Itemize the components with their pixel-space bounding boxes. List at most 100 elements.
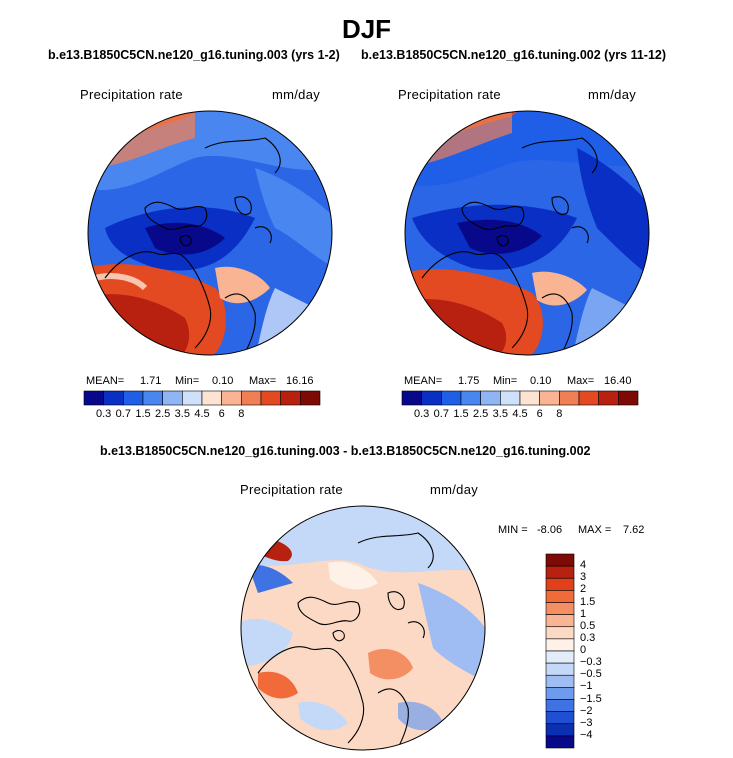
panel1-colorbar: [83, 390, 321, 406]
panel1-variable: Precipitation rate: [80, 87, 183, 102]
panel3-colorbar-tick-label: 1: [580, 607, 587, 620]
panel1-colorbar-swatch: [260, 390, 281, 406]
panel3-max-value: 7.62: [623, 524, 645, 536]
panel2-colorbar-swatch: [421, 390, 442, 406]
panel3-colorbar-swatch: [545, 577, 575, 591]
panel2-coastlines: [421, 137, 598, 354]
panel3-colorbar-swatch: [545, 723, 575, 737]
panel1-colorbar-swatch: [201, 390, 222, 406]
panel1-max-value: 16.16: [286, 375, 314, 387]
panel3-colorbar-swatch: [545, 699, 575, 712]
panel2-colorbar-tick-label: 8: [556, 408, 563, 420]
panel1-map: [87, 110, 333, 356]
panel3-colorbar-swatch: [545, 553, 575, 567]
panel2-colorbar-tick-label: 4.5: [512, 408, 528, 420]
panel2-max-label: Max=: [567, 375, 595, 387]
panel2-colorbar-swatch: [618, 390, 639, 406]
panel3-colorbar-tick-label: 0: [580, 644, 587, 656]
panel3-north-field: [241, 506, 485, 573]
panel3-colorbar-swatch: [545, 602, 575, 615]
panel1-colorbar-swatch: [300, 390, 321, 406]
panel1-colorbar-tick-label: 4.5: [194, 408, 210, 420]
panel1-coastlines: [104, 137, 281, 354]
panel2-colorbar-swatch: [441, 390, 462, 406]
panel1-units: mm/day: [272, 87, 321, 102]
panel2-colorbar-swatch: [480, 390, 501, 406]
panel1-mean-value: 1.71: [140, 375, 162, 387]
panel2-colorbar-swatch: [578, 390, 599, 406]
panel3-map: [240, 505, 486, 751]
panel3-units: mm/day: [430, 482, 479, 497]
panel2-min-label: Min=: [493, 375, 518, 387]
panel3-colorbar-tick-label: −3: [580, 716, 593, 729]
panel3-colorbar-tick-label: 0.3: [580, 631, 596, 644]
panel3-colorbar-swatch: [545, 638, 575, 652]
panel2-colorbar-swatch: [539, 390, 560, 406]
panel2-colorbar: [401, 390, 639, 406]
panel3-variable: Precipitation rate: [240, 482, 343, 497]
panel1-colorbar-tick-label: 0.3: [96, 408, 112, 420]
panel2-colorbar-tick-label: 1.5: [453, 408, 469, 420]
panel3-colorbar-swatch: [545, 565, 575, 579]
panel2-max-value: 16.40: [604, 375, 632, 387]
panel3-colorbar-tick-label: −2: [580, 704, 593, 717]
panel1-colorbar-swatch: [83, 390, 104, 406]
panel1-colorbar-tick-label: 3.5: [174, 408, 190, 420]
panel1-colorbar-swatch: [162, 390, 183, 406]
panel2-map-border: [404, 110, 650, 356]
panel3-colorbar-tick-label: −0.3: [580, 656, 602, 669]
panel1-colorbar-tick-label: 0.7: [115, 408, 131, 420]
panel2-colorbar-tick-label: 3.5: [492, 408, 508, 420]
panel1-colorbar-tick-label: 8: [238, 408, 245, 420]
panel3-colorbar-tick-label: −1: [580, 680, 593, 693]
panel2-colorbar-tick-label: 0.3: [414, 408, 430, 420]
panel1-colorbar-swatch: [221, 390, 242, 406]
panel3-colorbar-tick-label: −0.5: [580, 668, 602, 681]
panel2-colorbar-swatch: [500, 390, 521, 406]
panel1-min-value: 0.10: [212, 375, 234, 387]
panel2-variable: Precipitation rate: [398, 87, 501, 102]
panel2-min-value: 0.10: [530, 375, 552, 387]
panel1-colorbar-tick-label: 1.5: [135, 408, 151, 420]
panel3-negative-anomaly: [418, 583, 485, 683]
panel3-colorbar-swatch: [545, 687, 575, 700]
panel2-colorbar-swatch: [598, 390, 619, 406]
panel3-min-label: MIN =: [498, 524, 528, 536]
panel1-title: b.e13.B1850C5CN.ne120_g16.tuning.003 (yr…: [48, 48, 340, 62]
panel1-colorbar-swatch: [142, 390, 163, 406]
panel1-max-label: Max=: [249, 375, 277, 387]
panel2-map: [404, 110, 650, 356]
panel3-colorbar-tick-label: 2: [580, 583, 587, 596]
panel1-map-border: [87, 110, 333, 356]
panel1-colorbar-swatch: [182, 390, 203, 406]
panel2-colorbar-swatch: [519, 390, 540, 406]
panel3-coastlines: [257, 532, 434, 749]
panel1-colorbar-swatch: [123, 390, 144, 406]
panel2-mean-label: MEAN=: [404, 375, 443, 387]
panel1-colorbar-swatch: [103, 390, 124, 406]
panel1-mean-label: MEAN=: [86, 375, 125, 387]
panel2-units: mm/day: [588, 87, 637, 102]
page-title: DJF: [341, 14, 392, 44]
panel3-colorbar-tick-label: 0.5: [580, 619, 596, 632]
panel2-colorbar-tick-label: 2.5: [473, 408, 489, 420]
panel1-colorbar-swatch: [280, 390, 301, 406]
panel1-min-label: Min=: [175, 375, 200, 387]
panel2-mean-value: 1.75: [458, 375, 480, 387]
panel3-min-value: -8.06: [537, 524, 563, 536]
panel2-colorbar-tick-label: 6: [536, 408, 543, 420]
panel2-colorbar-swatch: [559, 390, 580, 406]
panel2-colorbar-swatch: [401, 390, 422, 406]
panel3-title: b.e13.B1850C5CN.ne120_g16.tuning.003 - b…: [100, 444, 591, 458]
panel1-colorbar-swatch: [241, 390, 262, 406]
panel3-colorbar-swatch: [545, 674, 575, 688]
panel3-colorbar-tick-label: −1.5: [580, 692, 602, 705]
panel1-colorbar-tick-label: 2.5: [155, 408, 171, 420]
panel2-colorbar-swatch: [460, 390, 481, 406]
panel3-map-border: [240, 505, 486, 751]
panel2-title: b.e13.B1850C5CN.ne120_g16.tuning.002 (yr…: [361, 48, 667, 62]
panel2-colorbar-tick-label: 0.7: [433, 408, 449, 420]
panel3-colorbar: [545, 553, 575, 749]
panel3-colorbar-swatch: [545, 650, 575, 664]
panel3-colorbar-tick-label: 1.5: [580, 595, 596, 608]
